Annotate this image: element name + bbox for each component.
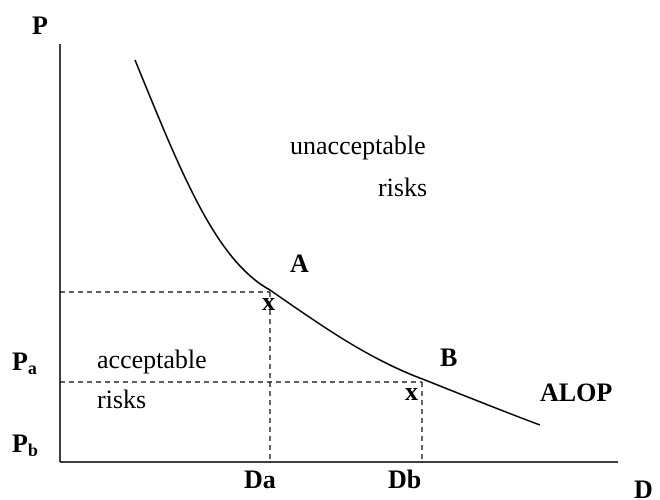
curve-label: ALOP	[540, 378, 612, 407]
y-axis-label: P	[32, 11, 48, 40]
region-label: risks	[378, 173, 427, 202]
region-label: acceptable	[97, 345, 207, 374]
distance-label-main: D	[244, 465, 263, 494]
distance-label-sub: a	[263, 465, 276, 494]
level-label: Pb	[12, 429, 38, 460]
region-label: risks	[97, 385, 146, 414]
level-label-main: P	[12, 347, 28, 376]
region-label: unacceptable	[290, 131, 426, 160]
distance-label-main: D	[388, 465, 407, 494]
x-axis-label: D	[634, 475, 653, 500]
distance-label: Db	[388, 465, 421, 494]
distance-label-sub: b	[407, 465, 421, 494]
level-label-sub: b	[28, 440, 38, 460]
point-marker: x	[405, 377, 418, 406]
point-marker: x	[262, 287, 275, 316]
level-label-main: P	[12, 429, 28, 458]
level-label: Pa	[12, 347, 37, 378]
point-label: B	[440, 343, 457, 372]
point-label: A	[290, 249, 309, 278]
distance-label: Da	[244, 465, 276, 494]
level-label-sub: a	[28, 358, 37, 378]
alop-curve	[134, 59, 541, 426]
